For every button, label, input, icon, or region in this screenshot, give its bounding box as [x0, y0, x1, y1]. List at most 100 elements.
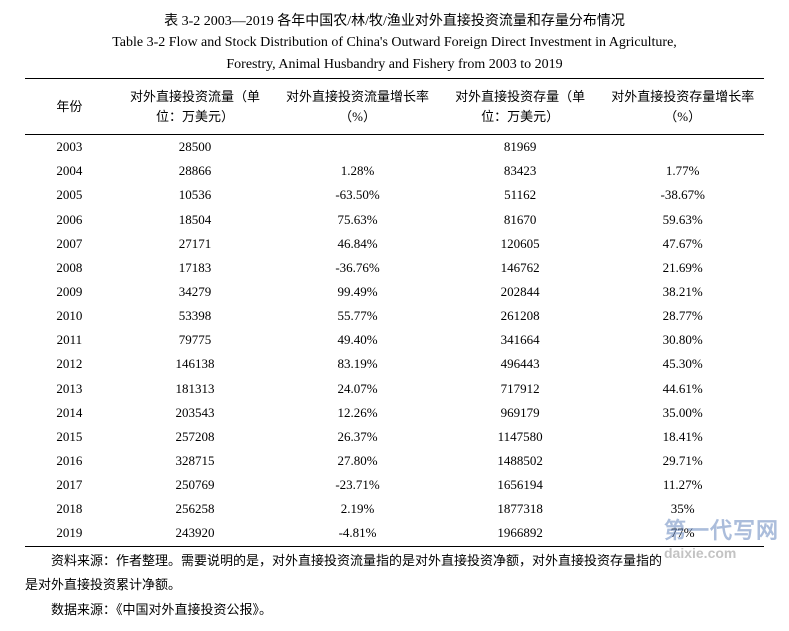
table-row: 201420354312.26%96917935.00%	[25, 401, 764, 425]
footnote-data-source: 数据来源：《中国对外直接投资公报》。	[25, 600, 764, 621]
cell-stock: 341664	[439, 328, 602, 352]
cell-year: 2013	[25, 377, 114, 401]
cell-stock_rate: 30.80%	[601, 328, 764, 352]
cell-stock_rate: 44.61%	[601, 377, 764, 401]
cell-flow: 27171	[114, 232, 277, 256]
cell-stock_rate: 21.69%	[601, 256, 764, 280]
cell-year: 2003	[25, 135, 114, 160]
cell-flow_rate: -36.76%	[276, 256, 439, 280]
cell-stock_rate: 59.63%	[601, 208, 764, 232]
cell-flow_rate: 75.63%	[276, 208, 439, 232]
cell-stock: 717912	[439, 377, 602, 401]
cell-year: 2012	[25, 352, 114, 376]
cell-flow: 17183	[114, 256, 277, 280]
table-row: 201632871527.80%148850229.71%	[25, 449, 764, 473]
cell-flow: 257208	[114, 425, 277, 449]
cell-flow: 28500	[114, 135, 277, 160]
header-flow-rate: 对外直接投资流量增长率（%）	[276, 79, 439, 135]
cell-stock: 120605	[439, 232, 602, 256]
cell-stock: 496443	[439, 352, 602, 376]
cell-stock: 1488502	[439, 449, 602, 473]
cell-flow: 10536	[114, 183, 277, 207]
cell-flow_rate: -63.50%	[276, 183, 439, 207]
table-row: 20072717146.84%12060547.67%	[25, 232, 764, 256]
cell-flow: 250769	[114, 473, 277, 497]
title-english-line2: Forestry, Animal Husbandry and Fishery f…	[25, 55, 764, 75]
cell-year: 2011	[25, 328, 114, 352]
cell-flow: 243920	[114, 521, 277, 546]
title-english-line1: Table 3-2 Flow and Stock Distribution of…	[25, 33, 764, 53]
table-body: 200328500819692004288661.28%834231.77%20…	[25, 135, 764, 546]
header-year: 年份	[25, 79, 114, 135]
footnote-source-2: 是对外直接投资累计净额。	[25, 575, 764, 596]
cell-flow_rate: 83.19%	[276, 352, 439, 376]
cell-stock: 202844	[439, 280, 602, 304]
cell-flow: 53398	[114, 304, 277, 328]
header-stock: 对外直接投资存量（单位：万美元）	[439, 79, 602, 135]
cell-flow_rate: 12.26%	[276, 401, 439, 425]
cell-stock: 1656194	[439, 473, 602, 497]
cell-flow: 181313	[114, 377, 277, 401]
cell-flow_rate: 99.49%	[276, 280, 439, 304]
table-row: 2017250769-23.71%165619411.27%	[25, 473, 764, 497]
cell-stock: 261208	[439, 304, 602, 328]
cell-flow_rate	[276, 135, 439, 160]
cell-stock: 969179	[439, 401, 602, 425]
cell-year: 2008	[25, 256, 114, 280]
cell-stock_rate: 11.27%	[601, 473, 764, 497]
cell-stock_rate: 18.41%	[601, 425, 764, 449]
cell-flow: 28866	[114, 159, 277, 183]
cell-flow_rate: 27.80%	[276, 449, 439, 473]
cell-stock: 83423	[439, 159, 602, 183]
cell-stock_rate: -38.67%	[601, 183, 764, 207]
cell-flow: 203543	[114, 401, 277, 425]
header-row: 年份 对外直接投资流量（单位：万美元） 对外直接投资流量增长率（%） 对外直接投…	[25, 79, 764, 135]
cell-year: 2005	[25, 183, 114, 207]
cell-year: 2019	[25, 521, 114, 546]
cell-year: 2010	[25, 304, 114, 328]
cell-stock_rate: 47.67%	[601, 232, 764, 256]
table-row: 2019243920-4.81%196689277%	[25, 521, 764, 546]
table-row: 20117977549.40%34166430.80%	[25, 328, 764, 352]
cell-stock_rate: 1.77%	[601, 159, 764, 183]
cell-stock_rate: 28.77%	[601, 304, 764, 328]
table-row: 200328500 81969	[25, 135, 764, 160]
title-chinese: 表 3-2 2003—2019 各年中国农/林/牧/渔业对外直接投资流量和存量分…	[25, 10, 764, 30]
cell-flow_rate: 24.07%	[276, 377, 439, 401]
header-stock-rate: 对外直接投资存量增长率（%）	[601, 79, 764, 135]
cell-flow: 256258	[114, 497, 277, 521]
cell-stock: 81969	[439, 135, 602, 160]
table-row: 200510536-63.50%51162-38.67%	[25, 183, 764, 207]
table-row: 20105339855.77%26120828.77%	[25, 304, 764, 328]
cell-flow: 18504	[114, 208, 277, 232]
table-row: 20061850475.63%8167059.63%	[25, 208, 764, 232]
table-row: 200817183-36.76%14676221.69%	[25, 256, 764, 280]
cell-flow_rate: 55.77%	[276, 304, 439, 328]
cell-year: 2007	[25, 232, 114, 256]
table-row: 201318131324.07%71791244.61%	[25, 377, 764, 401]
cell-stock: 1147580	[439, 425, 602, 449]
cell-year: 2018	[25, 497, 114, 521]
cell-flow: 146138	[114, 352, 277, 376]
cell-year: 2004	[25, 159, 114, 183]
cell-stock: 1966892	[439, 521, 602, 546]
cell-flow: 79775	[114, 328, 277, 352]
cell-year: 2017	[25, 473, 114, 497]
cell-stock_rate: 35.00%	[601, 401, 764, 425]
data-table: 年份 对外直接投资流量（单位：万美元） 对外直接投资流量增长率（%） 对外直接投…	[25, 78, 764, 546]
table-row: 2004288661.28%834231.77%	[25, 159, 764, 183]
cell-year: 2009	[25, 280, 114, 304]
cell-year: 2016	[25, 449, 114, 473]
cell-flow_rate: 26.37%	[276, 425, 439, 449]
cell-stock: 1877318	[439, 497, 602, 521]
table-row: 201525720826.37%114758018.41%	[25, 425, 764, 449]
table-row: 201214613883.19%49644345.30%	[25, 352, 764, 376]
cell-flow: 34279	[114, 280, 277, 304]
cell-flow_rate: 49.40%	[276, 328, 439, 352]
cell-flow_rate: 1.28%	[276, 159, 439, 183]
header-flow: 对外直接投资流量（单位：万美元）	[114, 79, 277, 135]
cell-stock: 146762	[439, 256, 602, 280]
cell-flow_rate: 2.19%	[276, 497, 439, 521]
cell-flow: 328715	[114, 449, 277, 473]
cell-stock_rate: 38.21%	[601, 280, 764, 304]
